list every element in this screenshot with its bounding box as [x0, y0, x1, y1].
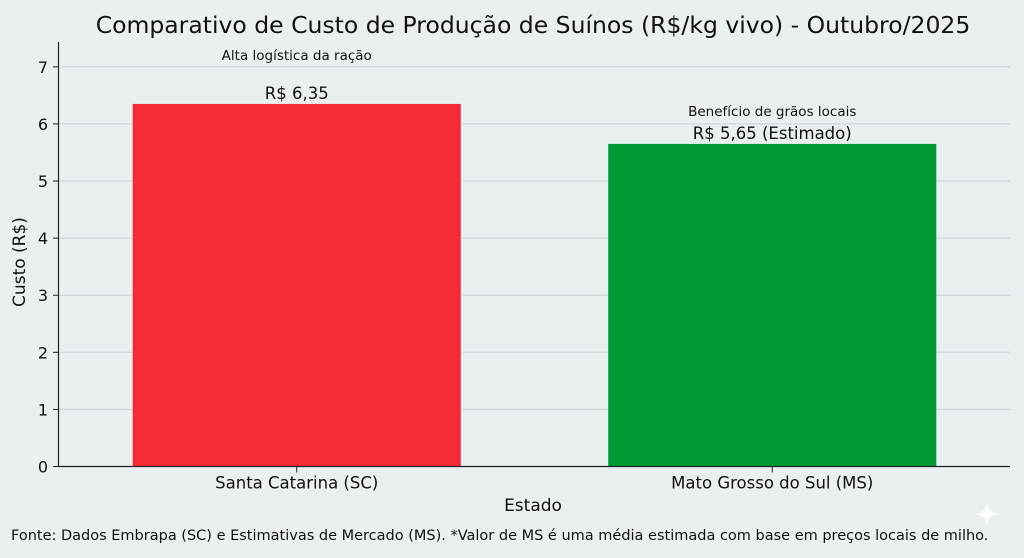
y-tick-label: 3 [38, 286, 48, 305]
y-tick-label: 2 [38, 343, 48, 362]
bar-labels: R$ 6,35 Alta logística da ração R$ 5,65 (E… [222, 48, 857, 143]
x-axis-ticks: Santa Catarina (SC) Mato Grosso do Sul (M… [215, 466, 873, 493]
x-tick-label: Santa Catarina (SC) [215, 474, 378, 493]
y-tick-label: 0 [38, 458, 48, 477]
bar-value-label: R$ 5,65 (Estimado) [693, 124, 852, 143]
y-axis-label: Custo (R$) [10, 217, 30, 307]
bar-value-label: R$ 6,35 [265, 84, 329, 103]
source-footnote: Fonte: Dados Embrapa (SC) e Estimativas … [11, 528, 989, 544]
bar-annotation: Benefício de grãos locais [688, 104, 856, 120]
y-tick-label: 1 [38, 400, 48, 419]
y-tick-label: 5 [38, 172, 48, 191]
bar [132, 103, 461, 467]
y-tick-label: 4 [38, 229, 48, 248]
sparkle-icon [975, 501, 999, 527]
y-tick-label: 6 [38, 115, 48, 134]
bar [608, 143, 937, 467]
chart-title: Comparativo de Custo de Produção de Suín… [96, 11, 971, 39]
y-axis-ticks: 0 1 2 3 4 5 6 7 [38, 58, 59, 477]
x-tick-label: Mato Grosso do Sul (MS) [671, 474, 873, 493]
x-axis-label: Estado [504, 496, 562, 516]
bar-annotation: Alta logística da ração [222, 48, 372, 64]
bars [132, 103, 937, 467]
y-tick-label: 7 [38, 58, 48, 77]
